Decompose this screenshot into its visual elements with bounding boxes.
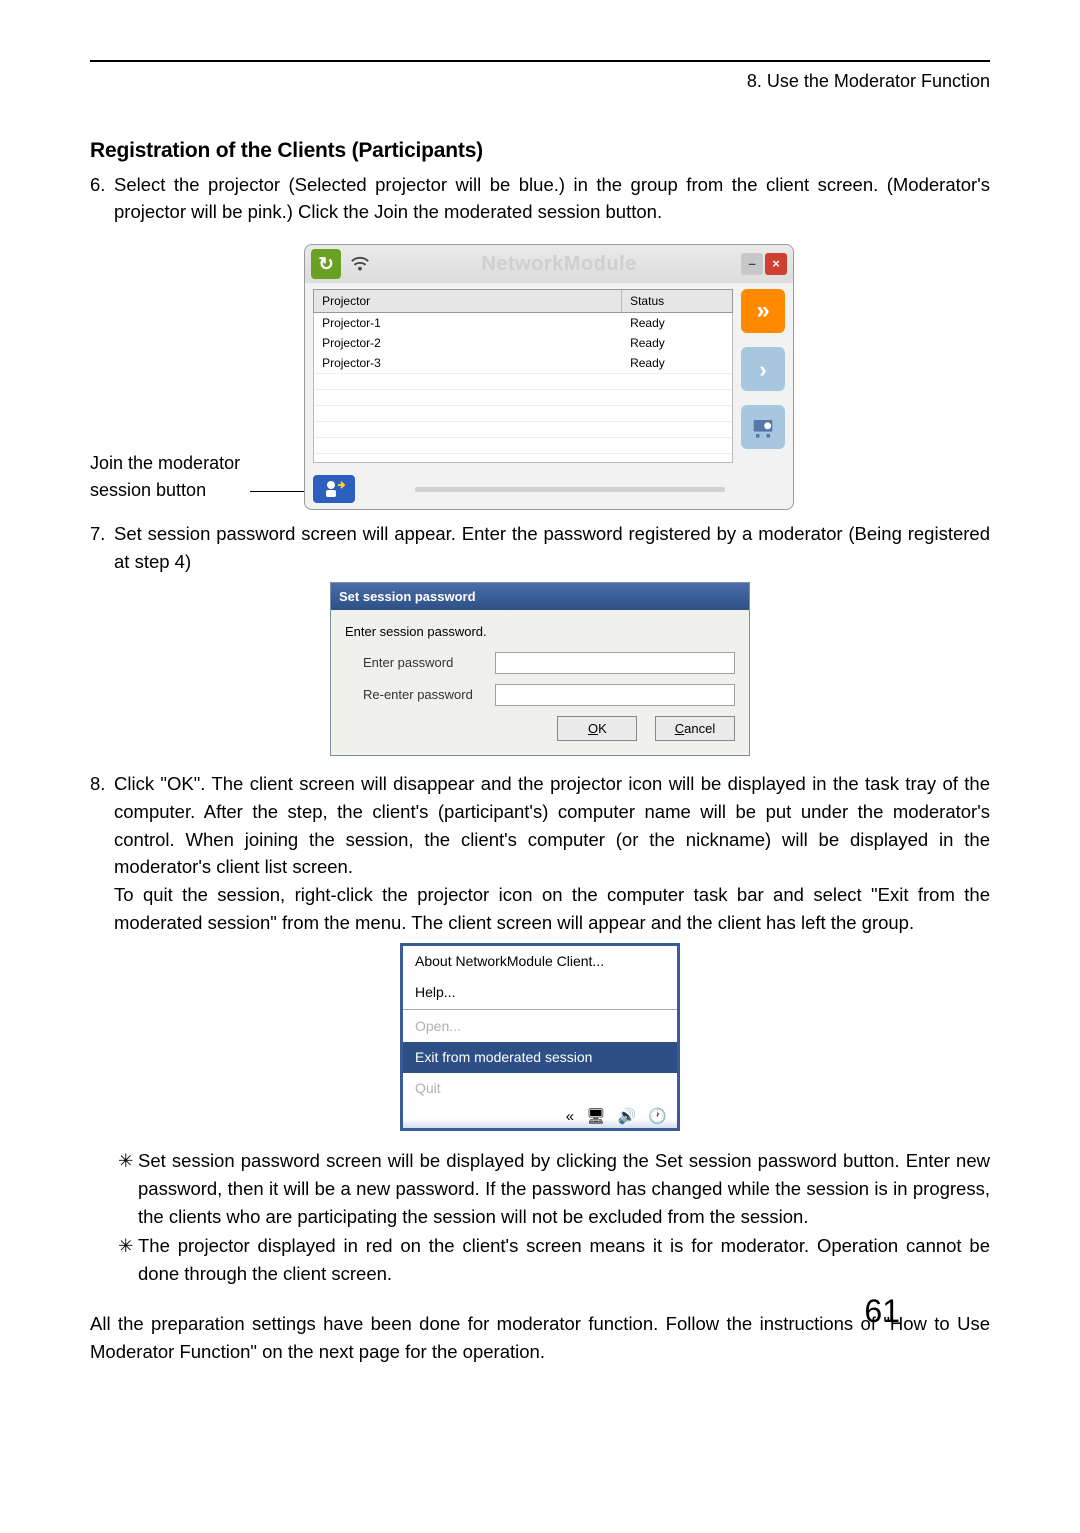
menu-quit: Quit (403, 1073, 677, 1104)
join-moderator-caption: Join the moderator session button (90, 450, 240, 510)
window-body: Projector Status Projector-1 Ready Proje… (305, 283, 793, 473)
menu-help[interactable]: Help... (403, 977, 677, 1008)
col-projector[interactable]: Projector (314, 290, 622, 312)
step-number: 8. (90, 770, 114, 937)
window-footer (305, 473, 793, 509)
note-2: ✳ The projector displayed in red on the … (114, 1232, 990, 1288)
projector-table: Projector Status Projector-1 Ready Proje… (313, 289, 733, 463)
note-text: Set session password screen will be disp… (138, 1147, 990, 1230)
table-header: Projector Status (313, 289, 733, 313)
capture-one-button[interactable]: › (741, 347, 785, 391)
join-session-button[interactable] (313, 475, 355, 503)
ok-button[interactable]: OK (557, 716, 637, 742)
wifi-icon[interactable] (345, 249, 375, 279)
step-text: Select the projector (Selected projector… (114, 171, 990, 227)
col-status[interactable]: Status (622, 290, 732, 312)
minimize-button[interactable]: – (741, 253, 763, 275)
window-title: NetworkModule (379, 249, 739, 279)
cell-status: Ready (622, 353, 732, 373)
cell-status: Ready (622, 313, 732, 333)
cell-projector: Projector-2 (314, 333, 622, 353)
dialog-buttons: OK Cancel (345, 716, 735, 742)
step-8-para-2: To quit the session, right-click the pro… (114, 884, 990, 933)
tray-icons: « 🖥 🔊 🕐 (403, 1104, 677, 1129)
cell-status: Ready (622, 333, 732, 353)
reenter-password-input[interactable] (495, 684, 735, 706)
header-rule (90, 60, 990, 62)
section-heading: Registration of the Clients (Participant… (90, 135, 990, 167)
enter-password-input[interactable] (495, 652, 735, 674)
enter-password-row: Enter password (345, 652, 735, 674)
table-row[interactable]: Projector-2 Ready (314, 333, 732, 353)
reenter-password-row: Re-enter password (345, 684, 735, 706)
cell-projector: Projector-1 (314, 313, 622, 333)
password-dialog-figure: Set session password Enter session passw… (90, 582, 990, 757)
empty-row (314, 405, 732, 421)
menu-exit-moderated[interactable]: Exit from moderated session (403, 1042, 677, 1073)
empty-row (314, 421, 732, 437)
side-buttons: » › (733, 289, 785, 463)
enter-password-label: Enter password (345, 653, 495, 673)
cancel-button[interactable]: Cancel (655, 716, 735, 742)
table-row[interactable]: Projector-1 Ready (314, 313, 732, 333)
menu-separator (403, 1009, 677, 1010)
caption-line-1: Join the moderator (90, 453, 240, 473)
note-text: The projector displayed in red on the cl… (138, 1232, 990, 1288)
page-number: 61 (864, 1287, 900, 1335)
caption-connector-line (250, 491, 310, 492)
asterisk-icon: ✳ (114, 1147, 138, 1230)
network-module-window: ↻ NetworkModule – × Projector Status Pro… (304, 244, 794, 510)
empty-row (314, 373, 732, 389)
dialog-body: Enter session password. Enter password R… (331, 610, 749, 755)
step-6: 6. Select the projector (Selected projec… (90, 171, 990, 227)
dialog-title: Set session password (331, 583, 749, 611)
network-module-figure: Join the moderator session button ↻ Netw… (90, 244, 990, 510)
cell-projector: Projector-3 (314, 353, 622, 373)
close-button[interactable]: × (765, 253, 787, 275)
menu-open: Open... (403, 1011, 677, 1042)
empty-row (314, 389, 732, 405)
menu-about[interactable]: About NetworkModule Client... (403, 946, 677, 977)
titlebar: ↻ NetworkModule – × (305, 245, 793, 283)
refresh-icon[interactable]: ↻ (311, 249, 341, 279)
step-text: Click "OK". The client screen will disap… (114, 770, 990, 937)
progress-bar (415, 487, 725, 492)
empty-row (314, 437, 732, 453)
step-text: Set session password screen will appear.… (114, 520, 990, 576)
notes-block: ✳ Set session password screen will be di… (90, 1147, 990, 1288)
empty-row (314, 453, 732, 469)
table-row[interactable]: Projector-3 Ready (314, 353, 732, 373)
step-8: 8. Click "OK". The client screen will di… (90, 770, 990, 937)
chapter-title: 8. Use the Moderator Function (90, 68, 990, 95)
capture-all-button[interactable]: » (741, 289, 785, 333)
step-number: 6. (90, 171, 114, 227)
dialog-message: Enter session password. (345, 622, 735, 642)
context-menu: About NetworkModule Client... Help... Op… (400, 943, 680, 1132)
table-body: Projector-1 Ready Projector-2 Ready Proj… (313, 313, 733, 463)
set-session-password-dialog: Set session password Enter session passw… (330, 582, 750, 757)
step-8-para-1: Click "OK". The client screen will disap… (114, 773, 990, 877)
step-7: 7. Set session password screen will appe… (90, 520, 990, 576)
projector-tool-button[interactable] (741, 405, 785, 449)
closing-paragraph: All the preparation settings have been d… (90, 1310, 990, 1366)
note-1: ✳ Set session password screen will be di… (114, 1147, 990, 1230)
step-number: 7. (90, 520, 114, 576)
asterisk-icon: ✳ (114, 1232, 138, 1288)
caption-line-2: session button (90, 480, 206, 500)
context-menu-figure: About NetworkModule Client... Help... Op… (90, 943, 990, 1132)
reenter-password-label: Re-enter password (345, 685, 495, 705)
